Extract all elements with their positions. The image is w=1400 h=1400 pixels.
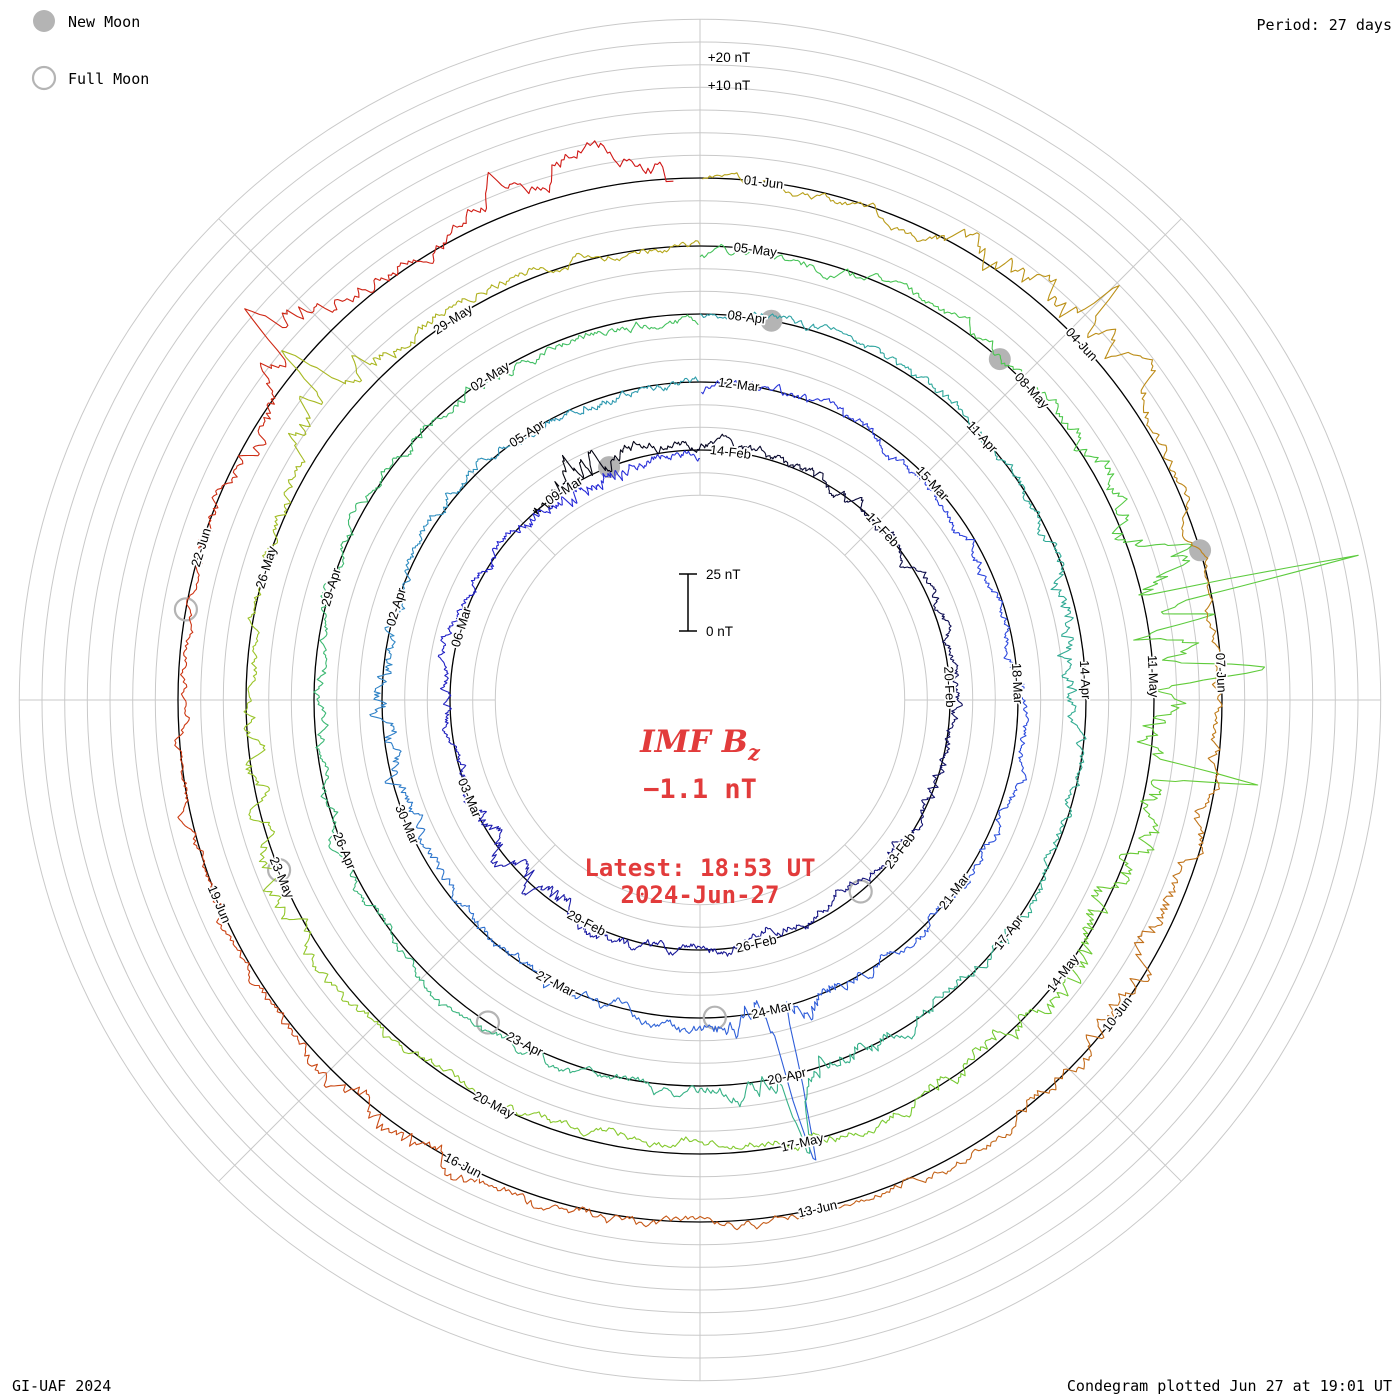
ring-date-label: 16-Jun [442,1149,484,1180]
plotted-timestamp: Condegram plotted Jun 27 at 19:01 UT [1067,1377,1392,1395]
scale-bar-bottom-label: 0 nT [706,624,733,639]
ring-date-label: 29-Apr [318,566,344,608]
ring-date-label: 06-Mar [448,604,475,648]
ring-date-label: 27-Mar [534,967,578,999]
ring-date-label: 13-Jun [796,1197,838,1221]
ring-date-label: 11-Apr [964,418,1001,457]
ring-date-label: 20-May [471,1088,517,1121]
scale-bar: 25 nT 0 nT [679,567,741,639]
ring-date-label: 26-May [252,544,279,590]
ring-date-label: 20-Apr [766,1064,808,1088]
ring-date-label: 05-May [733,239,778,259]
ring-date-label: 10-Jun [1099,994,1135,1035]
ring-date-label: 17-May [779,1130,825,1154]
annotations: +20 nT +10 nT 25 nT 0 nT IMF Bz −1.1 nT … [12,10,1392,1395]
center-current-value: −1.1 nT [643,774,757,805]
ring-date-label: 05-Apr [506,416,547,450]
ring-date-label: 03-Mar [455,776,485,820]
ring-date-label: 08-May [1012,369,1053,411]
ring-date-label: 14-Apr [1077,660,1094,700]
center-latest-time: Latest: 18:53 UT [584,854,815,882]
ring-date-label: 15-Mar [913,463,953,504]
center-title-imf-bz: IMF Bz [639,724,761,765]
ring-date-label: 21-Mar [936,870,973,912]
ring-date-label: 14-Feb [709,442,752,462]
ring-date-label: 26-Feb [734,932,778,956]
period-label: Period: 27 days [1257,16,1392,34]
imf-bz-trace [174,140,1359,1231]
radial-gridlines [19,19,1381,1381]
ring-date-label: 04-Jun [1063,324,1101,363]
new-moon-label: New Moon [68,13,140,31]
ring-date-label: 11-May [1145,655,1162,699]
ring-date-label: 02-Apr [383,586,409,628]
center-latest-date: 2024-Jun-27 [621,881,780,909]
credit-label: GI-UAF 2024 [12,1377,111,1395]
ring-date-label: 20-Feb [941,666,958,708]
ring-date-label: 17-Apr [991,912,1027,953]
ring-date-label: 12-Mar [717,374,760,394]
ring-date-label: 18-Mar [1009,662,1026,705]
plus20-nt-label: +20 nT [708,50,750,65]
ring-date-label: 22-Jun [188,526,214,568]
scale-bar-top-label: 25 nT [706,567,741,582]
ring-date-label: 08-Apr [727,307,768,327]
ring-date-label: 23-Apr [504,1028,546,1059]
ring-date-label: 14-May [1044,951,1082,995]
moon-phase-markers [173,309,1212,1035]
full-moon-icon [31,65,57,91]
ring-date-label: 17-Feb [863,509,902,549]
ring-date-label: 01-Jun [743,172,784,192]
ring-date-label: 02-May [468,358,513,394]
moon-legend: New Moon Full Moon [31,10,149,91]
ring-date-label: 07-Jun [1213,652,1230,692]
ring-date-label: 19-Jun [205,883,234,925]
full-moon-label: Full Moon [68,70,149,88]
ring-date-label: 23-Feb [881,830,918,872]
new-moon-icon [33,10,55,32]
plus10-nt-label: +10 nT [708,78,750,93]
